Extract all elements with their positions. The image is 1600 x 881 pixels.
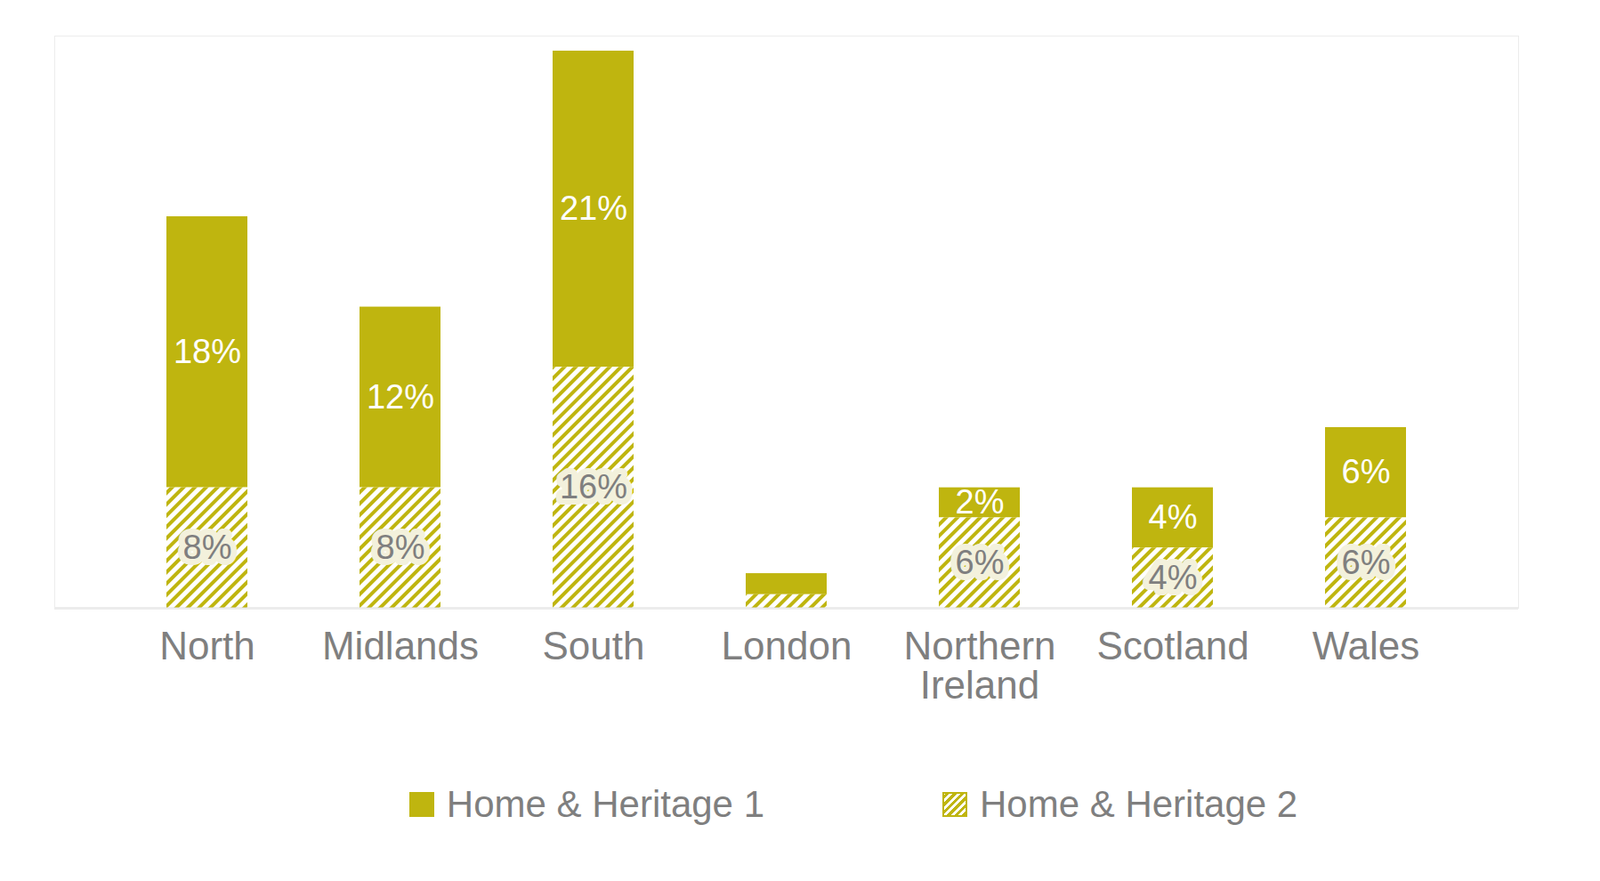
svg-text:8%: 8% — [183, 528, 233, 566]
svg-text:18%: 18% — [173, 332, 242, 371]
svg-text:NorthernIreland: NorthernIreland — [903, 623, 1056, 707]
svg-text:12%: 12% — [366, 378, 435, 416]
svg-text:Wales: Wales — [1312, 623, 1421, 668]
svg-text:Midlands: Midlands — [322, 623, 479, 668]
svg-text:8%: 8% — [376, 528, 426, 566]
svg-text:South: South — [542, 623, 646, 668]
svg-text:21%: 21% — [559, 189, 628, 227]
svg-text:Scotland: Scotland — [1096, 623, 1249, 668]
svg-text:4%: 4% — [1148, 558, 1198, 597]
svg-text:North: North — [159, 623, 256, 668]
svg-text:16%: 16% — [559, 468, 628, 506]
html-text:Home & Heritage 1: Home & Heritage 1 — [446, 783, 765, 825]
svg-text:6%: 6% — [1341, 452, 1391, 491]
svg-text:London: London — [721, 623, 853, 668]
svg-text:6%: 6% — [1341, 543, 1391, 582]
svg-text:4%: 4% — [1148, 498, 1198, 536]
svg-text:2%: 2% — [955, 483, 1005, 521]
html-text:Home & Heritage 2: Home & Heritage 2 — [979, 783, 1298, 825]
svg-text:6%: 6% — [955, 543, 1005, 582]
